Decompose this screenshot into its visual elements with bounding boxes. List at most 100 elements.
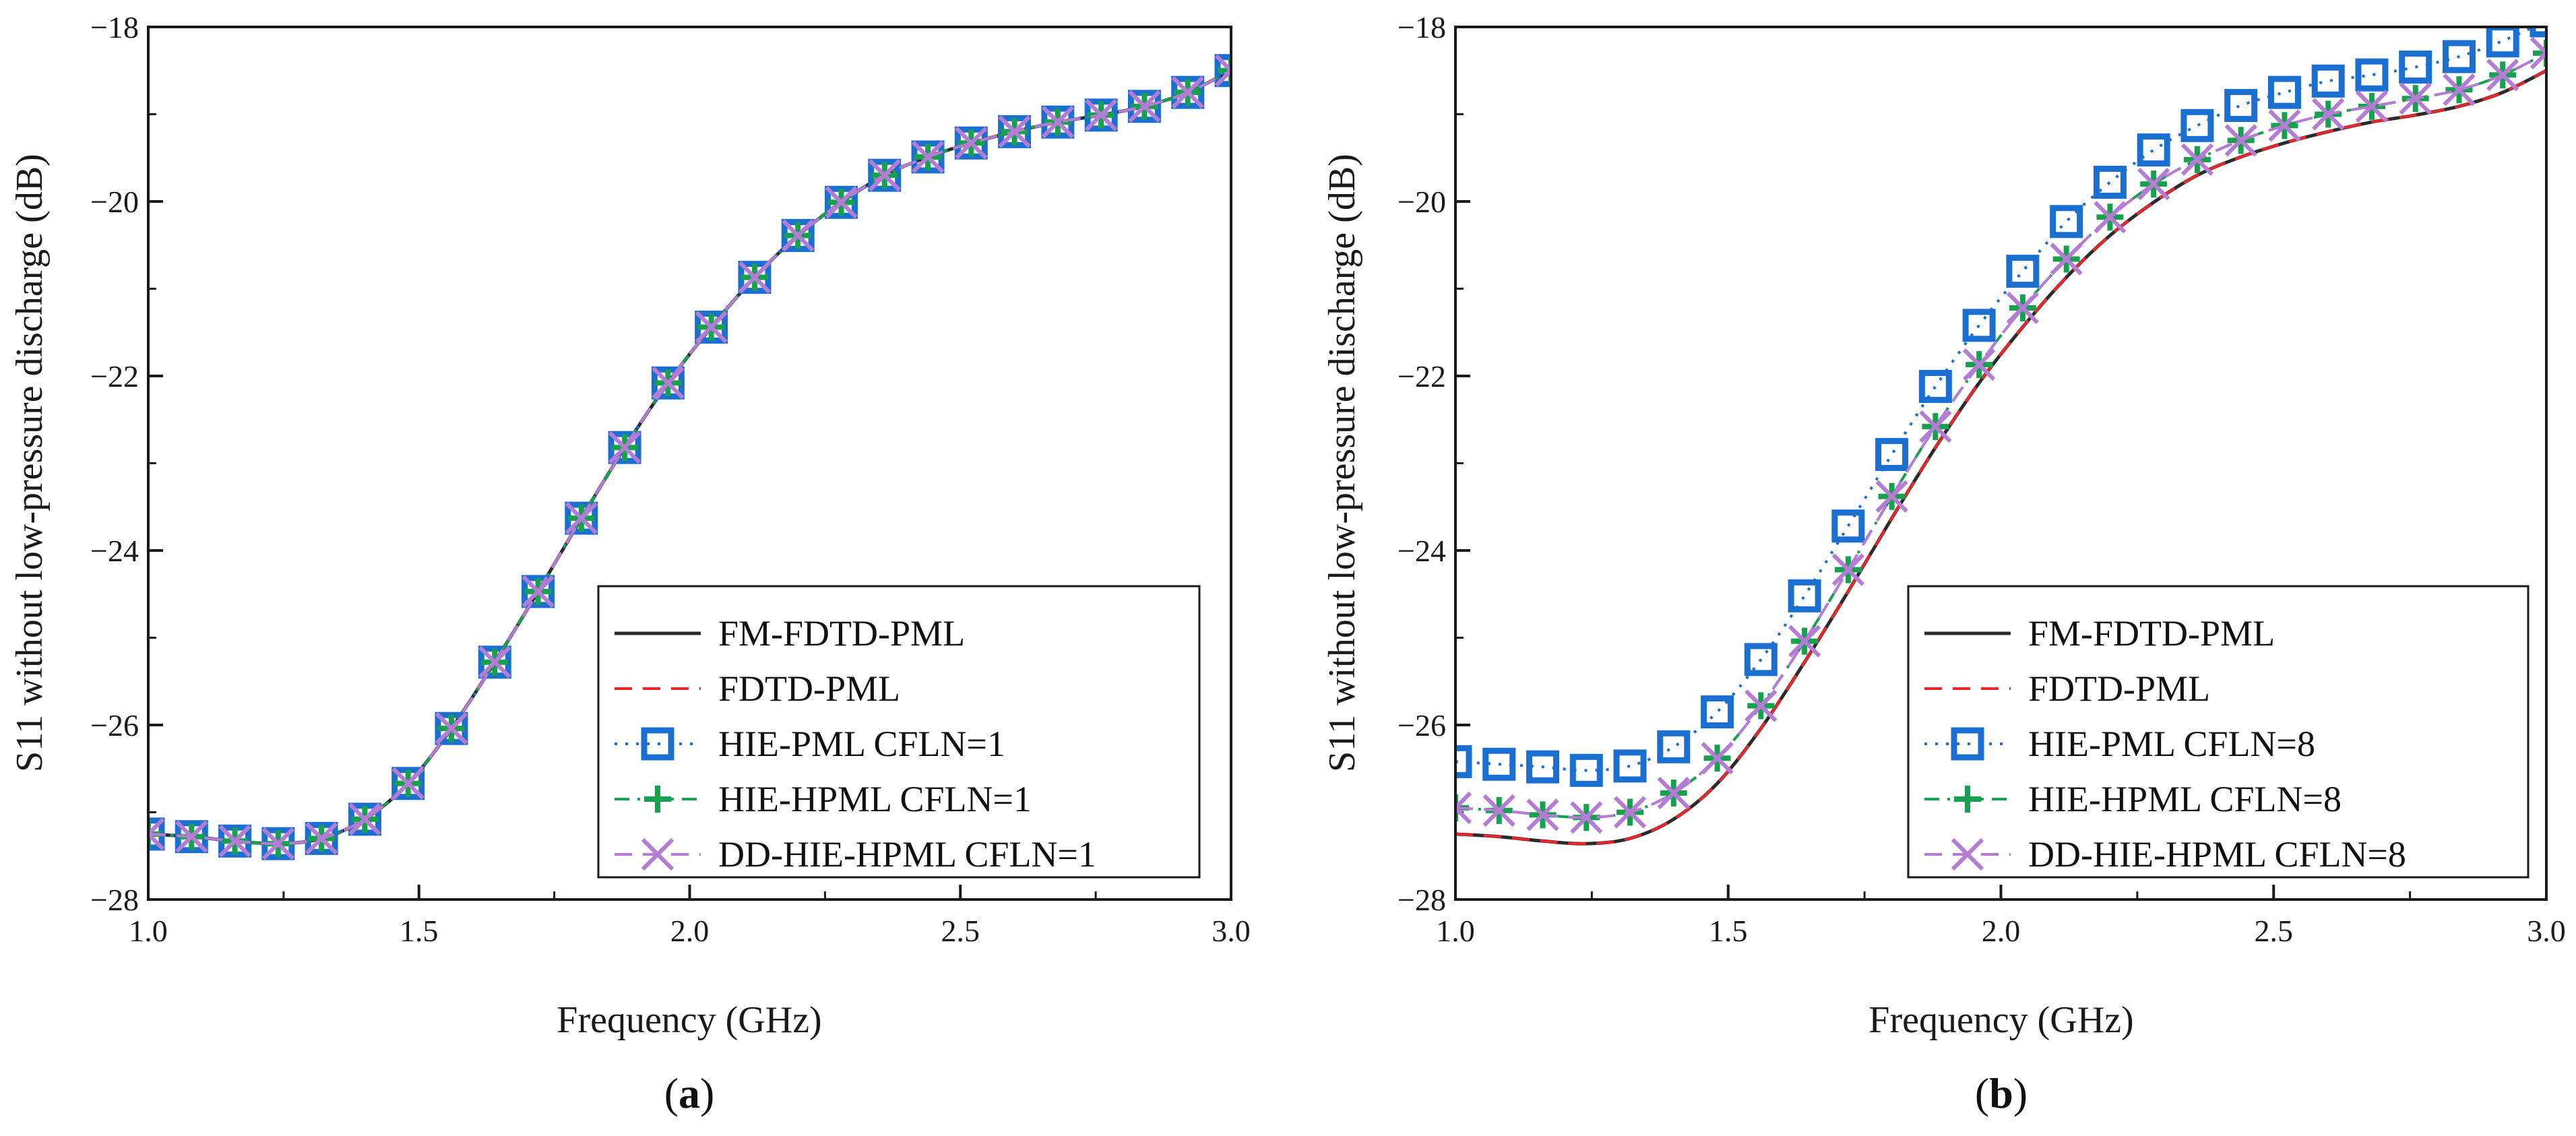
panel-b-data-point [2180,108,2214,142]
panel-a-data-point [218,825,251,858]
panel-b-data-point [1482,794,1515,827]
panel-b-data-point [2224,89,2258,123]
panel-b-x-tick-label: 1.5 [1709,914,1748,948]
legend-label: FM-FDTD-PML [718,613,965,654]
panel-a-data-point [565,501,598,535]
legend-marker-sample [641,727,674,761]
panel-a-data-point [148,817,165,851]
panel-b-legend-entry: DD-HIE-HPML CFLN=8 [1924,834,2406,875]
panel-b-data-point [2094,201,2127,234]
panel-b-data-point [1831,553,1864,586]
panel-a-data-point [1171,76,1204,109]
panel-b-y-tick-label: −24 [1397,534,1446,568]
panel-b-data-point [2312,98,2345,131]
panel-a-x-tick-label: 1.5 [400,914,439,948]
panel-a-label-open: ( [664,1069,679,1117]
panel-a-data-point [608,431,641,464]
panel-b-plot-frame [1454,26,2548,901]
panel-a-data-point [305,822,338,855]
panel-a-legend-entry: FDTD-PML [615,668,900,709]
panel-b-y-tick-label: −22 [1397,359,1446,393]
panel-b-legend: FM-FDTD-PML FDTD-PML HIE-PML CFLN=8 HIE-HPM… [1907,585,2530,879]
panel-b-y-axis-title: S11 without low-pressure discharge (dB) [1321,154,1363,772]
legend-label: HIE-HPML CFLN=1 [718,779,1032,819]
panel-b-data-point [1919,410,1952,443]
panel-b-data-point [2006,291,2040,325]
panel-b-data-point [1526,798,1559,831]
panel-b-series-line [1455,69,2546,846]
panel-b-label: (b) [1975,1069,2028,1117]
panel-a-ticks: 1.0 1.5 2.0 2.5 3.0 −28 −26 −24 −22 −20 −18 [90,10,1251,948]
panel-b-data-point [1657,776,1690,810]
legend-marker-sample [641,838,674,871]
panel-a-data-point [478,645,511,679]
panel-b-data-point [1831,509,1865,543]
panel-b-data-point [1455,745,1472,778]
panel-a-data-point [1128,90,1161,123]
panel-a-y-tick-label: −28 [90,883,139,917]
panel-a-data-point [955,127,988,160]
panel-a-chart: 1.0 1.5 2.0 2.5 3.0 −28 −26 −24 −22 −20 −18 Freque… [9,10,1251,1117]
panel-b-data-point [1744,643,1778,676]
panel-a-data-point [911,140,945,174]
panel-a-legend-entry: DD-HIE-HPML CFLN=1 [615,834,1096,875]
panel-a-label: (a) [664,1069,715,1117]
panel-b-data-point [2442,40,2476,73]
panel-a-y-tick-label: −24 [90,534,139,568]
legend-label: FDTD-PML [2028,668,2210,709]
panel-b-data-point [1613,749,1647,783]
panel-b-legend-entry: FDTD-PML [1924,668,2210,709]
panel-b-data-point [1657,730,1691,763]
panel-b-data-point [2268,109,2301,142]
panel-b-ticks: 1.0 1.5 2.0 2.5 3.0 −28 −26 −24 −22 −20 −18 [1397,10,2566,948]
panel-b-label-letter: b [1989,1069,2013,1117]
legend-marker-sample [1951,727,1984,761]
panel-a-x-tick-label: 3.0 [1212,914,1251,948]
panel-b-legend-entry: HIE-HPML CFLN=8 [1924,779,2342,819]
panel-a-data-point [738,261,772,294]
panel-a-legend-entry: FM-FDTD-PML [615,613,965,654]
panel-b-data-point [2355,90,2389,123]
panel-b-x-tick-label: 2.0 [1982,914,2021,948]
panel-b-x-tick-label: 2.5 [2255,914,2294,948]
legend-label: HIE-PML CFLN=1 [718,724,1005,764]
panel-b-y-tick-label: −18 [1397,10,1446,44]
panel-b-data-point [1455,791,1472,825]
panel-b-x-tick-label: 3.0 [2527,914,2566,948]
panel-b-data-point [1788,579,1821,612]
panel-a-legend-entry: HIE-HPML CFLN=1 [615,779,1032,819]
panel-a-x-tick-label: 1.0 [129,914,168,948]
panel-b-data-point [2443,73,2476,106]
panel-b-data-point [2137,133,2170,167]
panel-a-data-point [652,367,685,400]
panel-b-data-point [2050,243,2083,276]
panel-b-data-point [1788,625,1821,658]
panel-a-data-point [1041,106,1075,139]
panel-b-data-point [1569,753,1603,787]
panel-a-data-point [261,827,294,860]
panel-b-chart: 1.0 1.5 2.0 2.5 3.0 −28 −26 −24 −22 −20 −18 Freque… [1321,10,2566,1117]
legend-label: HIE-PML CFLN=8 [2028,724,2315,764]
panel-a-y-tick-label: −22 [90,359,139,393]
panel-a-data-point [998,115,1031,148]
panel-b-data-point [1962,309,1996,342]
legend-marker-sample [1951,838,1984,871]
panel-a-data-point [522,575,555,608]
panel-b-data-point [2399,51,2432,84]
panel-b-data-point [1962,348,1996,381]
panel-b-data-point [2530,36,2546,69]
panel-b-data-point [1701,695,1734,729]
panel-b-data-point [2093,166,2127,199]
panel-b-data-point [1526,750,1560,784]
panel-a-data-point [868,159,901,192]
panel-a-legend-entry: HIE-PML CFLN=1 [615,724,1005,764]
panel-b-data-point [1701,742,1734,775]
panel-b-label-open: ( [1975,1069,1989,1117]
panel-b-data-point [2311,64,2345,98]
panel-a-data-point [391,767,425,800]
panel-b-label-close: ) [2013,1069,2028,1117]
panel-b-series-2 [1455,27,2546,787]
panel-b-data-point [2533,39,2546,67]
panel-a-data-point [1085,98,1118,131]
panel-b-y-tick-label: −28 [1397,883,1446,917]
